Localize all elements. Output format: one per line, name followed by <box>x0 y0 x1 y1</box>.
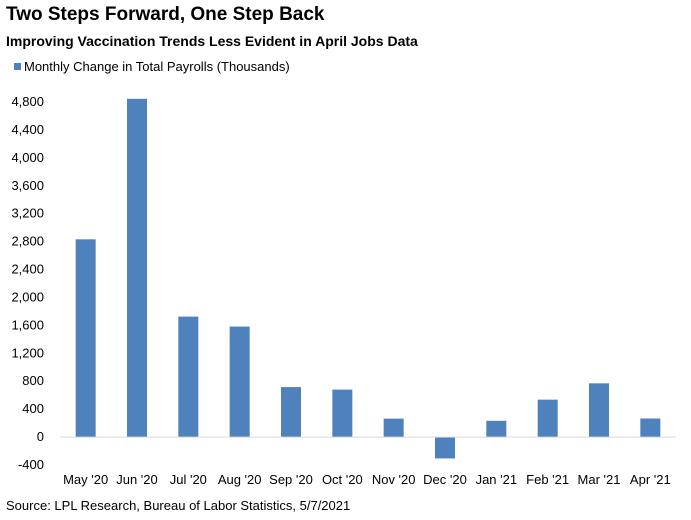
y-tick-label: 800 <box>22 373 44 388</box>
bar <box>75 239 96 438</box>
x-tick-label: Sep '20 <box>269 472 313 487</box>
x-tick-label: Jan '21 <box>476 472 518 487</box>
y-tick-label: -400 <box>18 457 44 472</box>
legend-swatch <box>14 63 21 70</box>
bar <box>127 98 147 438</box>
y-tick-label: 1,200 <box>11 345 44 360</box>
bar <box>537 399 558 438</box>
bar <box>229 326 250 438</box>
bar <box>486 420 507 438</box>
x-tick-label: Apr '21 <box>630 472 671 487</box>
x-tick-label: Jul '20 <box>170 472 207 487</box>
bar <box>435 437 455 459</box>
y-tick-label: 0 <box>37 429 44 444</box>
x-tick-label: Jun '20 <box>116 472 158 487</box>
y-axis: -400 0 400 800 1,200 1,600 2,000 2,400 2,800 3,20… <box>11 94 44 472</box>
y-tick-label: 3,600 <box>11 178 44 193</box>
bar <box>332 389 353 438</box>
bar <box>640 418 661 438</box>
bar <box>589 383 609 438</box>
chart-subtitle: Improving Vaccination Trends Less Eviden… <box>6 33 418 49</box>
legend-label: Monthly Change in Total Payrolls (Thousa… <box>24 59 290 74</box>
x-tick-label: Oct '20 <box>322 472 363 487</box>
bar <box>178 316 199 438</box>
x-tick-label: Mar '21 <box>578 472 621 487</box>
bars <box>75 98 661 459</box>
y-tick-label: 3,200 <box>11 206 44 221</box>
bar <box>281 387 301 438</box>
x-tick-label: Dec '20 <box>423 472 467 487</box>
source-note: Source: LPL Research, Bureau of Labor St… <box>6 498 351 513</box>
y-tick-label: 4,400 <box>11 122 44 137</box>
x-tick-label: Aug '20 <box>218 472 262 487</box>
x-tick-label: Feb '21 <box>526 472 569 487</box>
y-tick-label: 4,000 <box>11 150 44 165</box>
x-tick-label: Nov '20 <box>372 472 416 487</box>
x-tick-label: May '20 <box>63 472 108 487</box>
x-axis: May '20 Jun '20 Jul '20 Aug '20 Sep '20 Oct '… <box>63 472 671 487</box>
y-tick-label: 1,600 <box>11 317 44 332</box>
y-tick-label: 2,000 <box>11 289 44 304</box>
y-tick-label: 2,400 <box>11 262 44 277</box>
chart-title: Two Steps Forward, One Step Back <box>6 4 325 25</box>
y-tick-label: 2,800 <box>11 234 44 249</box>
bar <box>383 418 404 438</box>
y-tick-label: 4,800 <box>11 94 44 109</box>
y-tick-label: 400 <box>22 401 44 416</box>
legend: Monthly Change in Total Payrolls (Thousa… <box>14 59 290 74</box>
